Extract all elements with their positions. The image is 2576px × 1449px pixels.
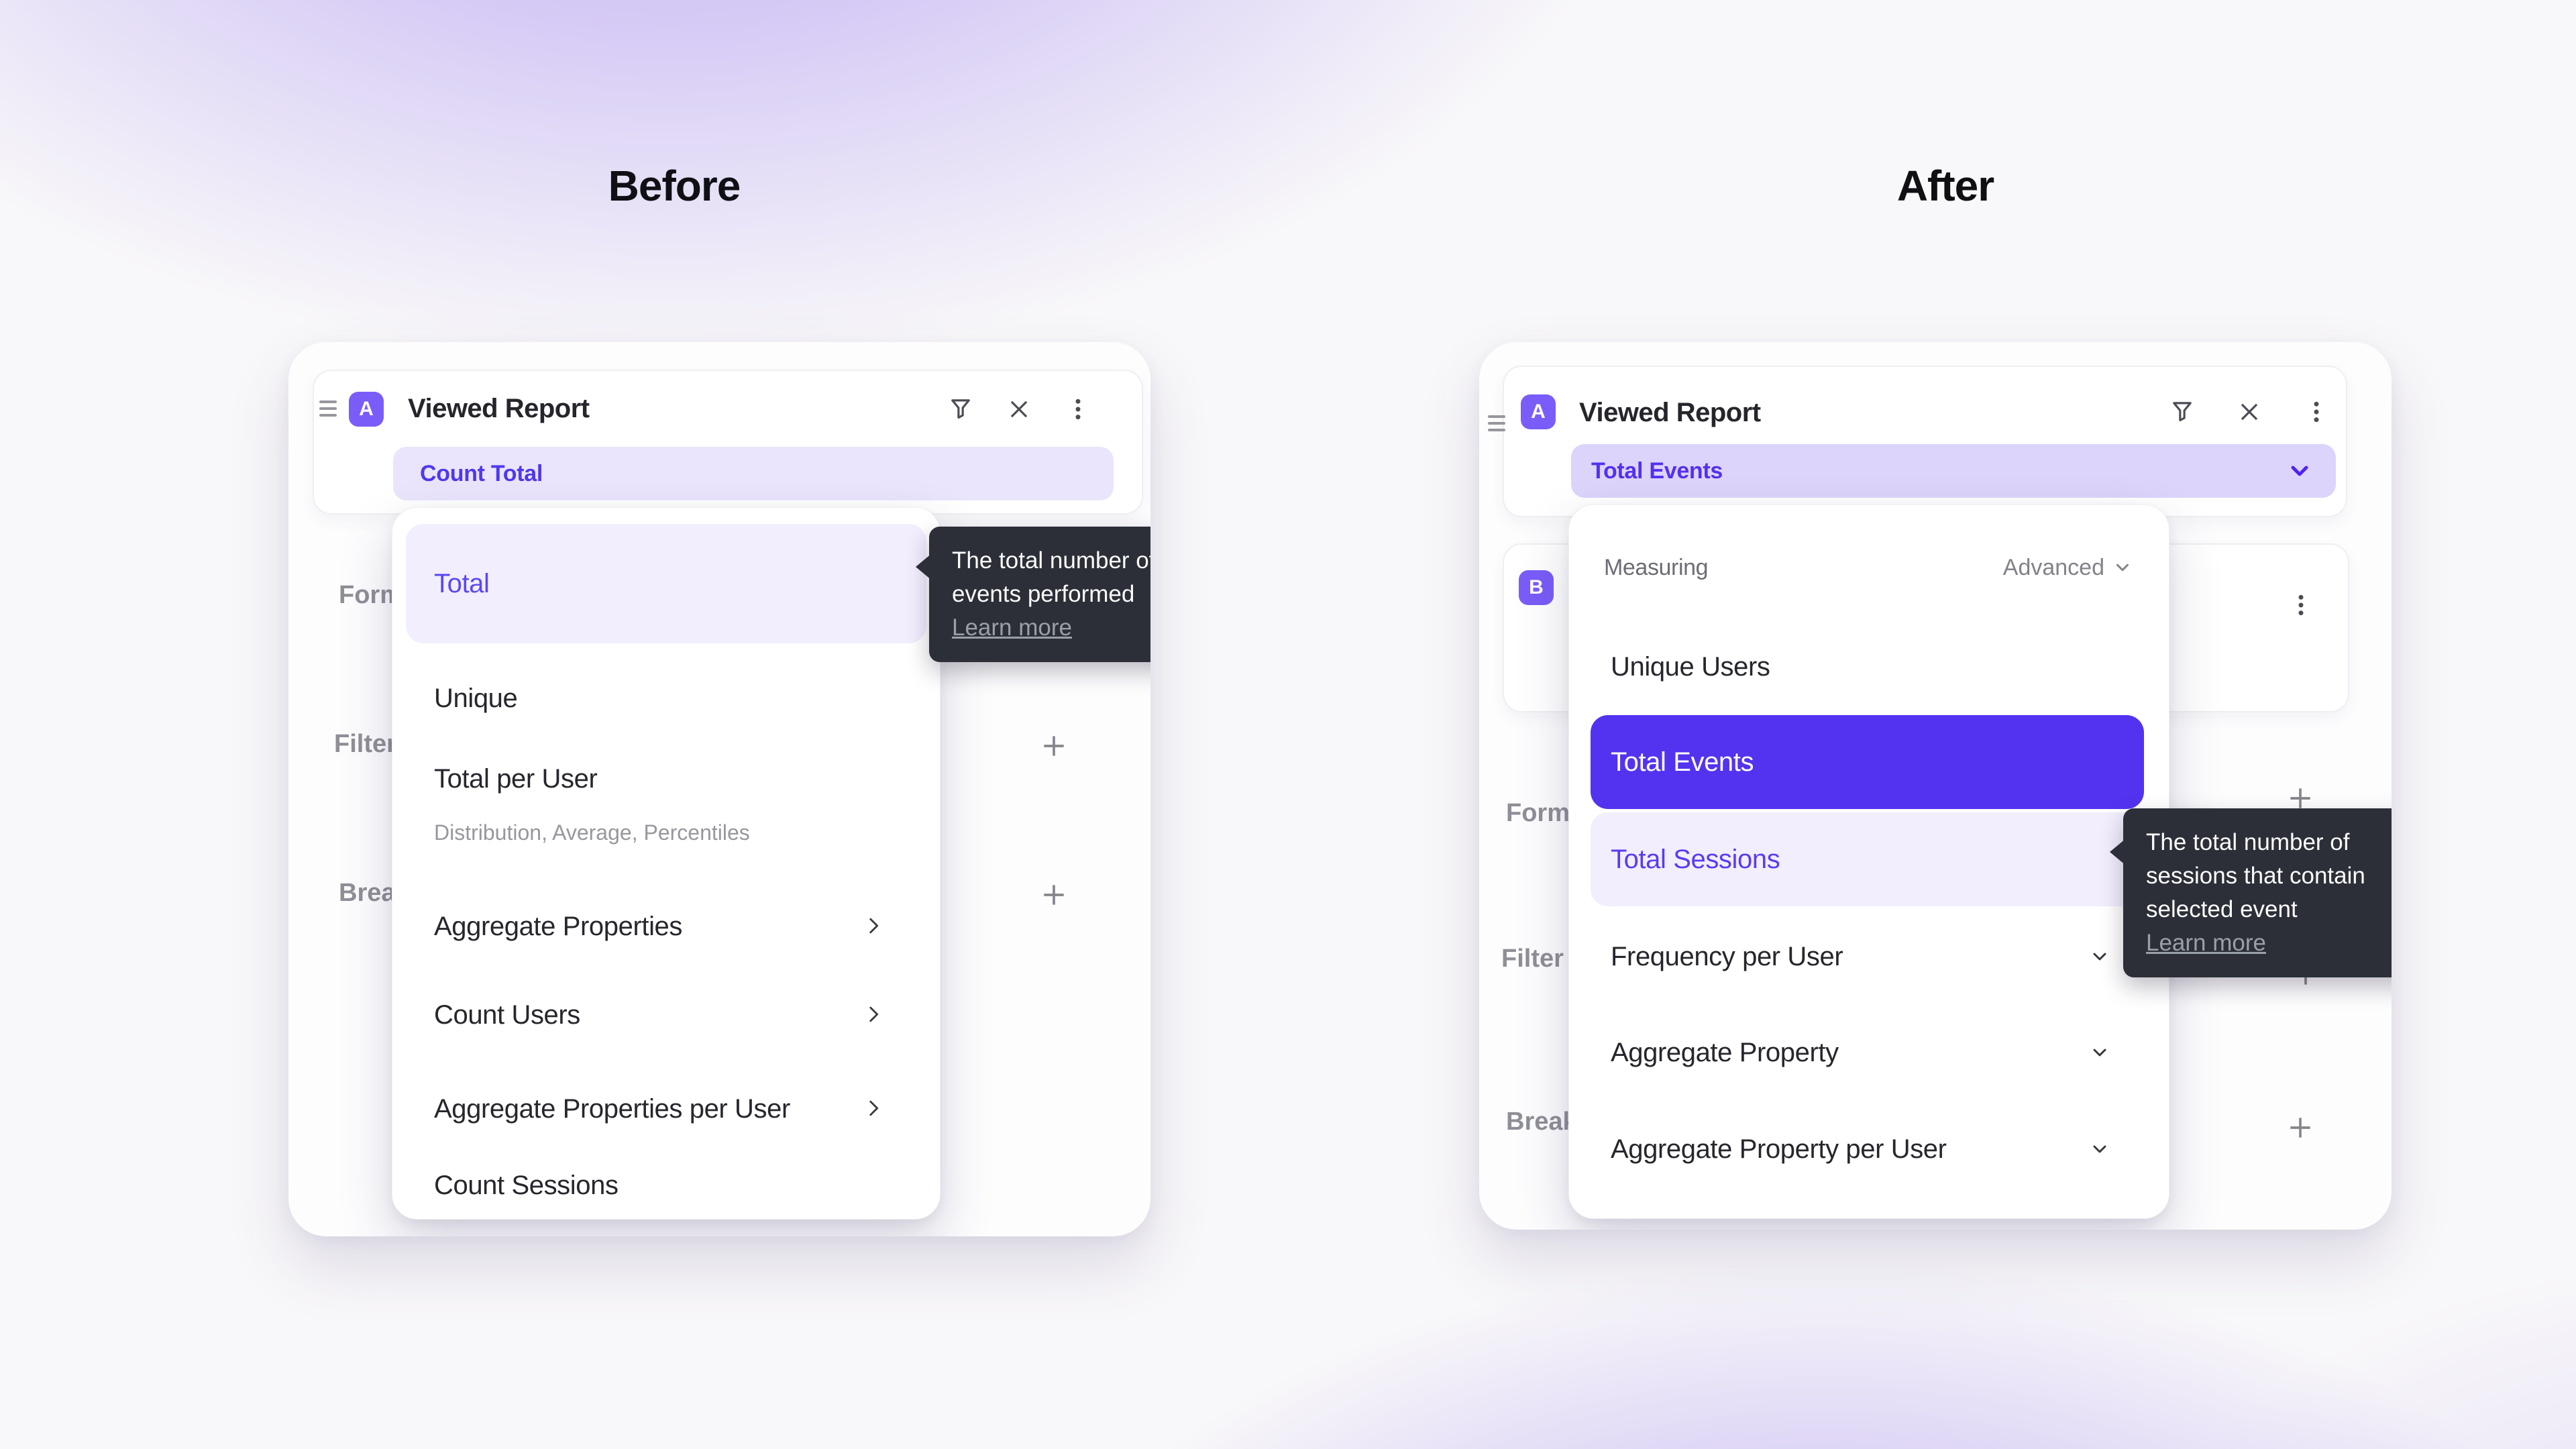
learn-more-link[interactable]: Learn more: [2146, 930, 2266, 956]
before-heading: Before: [608, 162, 741, 210]
total-sessions-tooltip: The total number of sessions that contai…: [2110, 808, 2392, 977]
plus-icon: [2286, 1113, 2315, 1142]
after-heading: After: [1896, 162, 1994, 210]
drag-handle-icon[interactable]: [1488, 415, 1505, 431]
menu-item-count-sessions[interactable]: Count Sessions: [434, 1170, 619, 1200]
event-title: Viewed Report: [1579, 398, 1761, 427]
menu-item-unique-users[interactable]: Unique Users: [1611, 651, 1770, 682]
tooltip-text-line2: events performed: [952, 581, 1135, 607]
total-tooltip: The total number of events performed Lea…: [916, 527, 1150, 662]
event-badge: B: [1519, 570, 1554, 605]
chevron-down-icon: [2286, 458, 2313, 484]
close-icon[interactable]: [1000, 390, 1038, 428]
menu-item-aggregate-property-per-user[interactable]: Aggregate Property per User: [1611, 1134, 1947, 1164]
menu-item-aggregate-properties[interactable]: Aggregate Properties: [434, 911, 683, 941]
menu-item-count-users[interactable]: Count Users: [434, 1000, 580, 1030]
tooltip-text-line1: The total number of: [2146, 829, 2350, 855]
menu-item-total[interactable]: Total: [406, 524, 926, 643]
add-breakdown-button[interactable]: [1039, 880, 1069, 910]
learn-more-link[interactable]: Learn more: [952, 614, 1072, 641]
after-screenshot-card: Formula Filter Breakdown A Viewed Report: [1479, 342, 2392, 1230]
filter-icon[interactable]: [942, 390, 979, 428]
tooltip-text-line1: The total number of: [952, 547, 1150, 574]
chevron-down-icon: [2089, 1138, 2110, 1160]
section-label-filter: Filter: [1501, 945, 1564, 973]
event-badge: A: [1521, 394, 1556, 429]
close-icon[interactable]: [2231, 393, 2268, 431]
event-row-card: A Viewed Report Count Total: [313, 370, 1143, 515]
tooltip-arrow: [2110, 839, 2126, 865]
plus-icon: [1039, 731, 1069, 761]
menu-item-frequency-per-user[interactable]: Frequency per User: [1611, 941, 1843, 971]
filter-icon[interactable]: [2163, 393, 2201, 431]
chevron-right-icon: [862, 914, 885, 937]
measurement-dropdown-menu: Total Unique Total per User Distribution…: [392, 507, 941, 1220]
chevron-right-icon: [862, 1097, 885, 1120]
menu-item-aggregate-properties-per-user[interactable]: Aggregate Properties per User: [434, 1093, 790, 1124]
measurement-pill[interactable]: Total Events: [1571, 444, 2336, 498]
tooltip-arrow: [916, 553, 932, 580]
menu-item-sublabel: Distribution, Average, Percentiles: [434, 820, 750, 845]
add-formula-button[interactable]: [2286, 784, 2315, 813]
tooltip-text-line2: sessions that contain: [2146, 863, 2365, 889]
chevron-down-icon: [2089, 1042, 2110, 1063]
measuring-label: Measuring: [1604, 554, 1709, 580]
measurement-pill-label: Total Events: [1591, 458, 1723, 484]
measurement-pill-label: Count Total: [420, 460, 543, 486]
chevron-down-icon: [2089, 946, 2110, 967]
menu-item-aggregate-property[interactable]: Aggregate Property: [1611, 1037, 1839, 1067]
add-filter-button[interactable]: [1039, 731, 1069, 761]
plus-icon: [2286, 784, 2315, 813]
menu-item-unique[interactable]: Unique: [434, 683, 518, 713]
tooltip-text-line3: selected event: [2146, 896, 2298, 922]
plus-icon: [1039, 880, 1069, 910]
chevron-down-icon: [2112, 557, 2133, 578]
kebab-menu-icon[interactable]: [1059, 390, 1097, 428]
drag-handle-icon[interactable]: [319, 400, 337, 417]
menu-item-label: Total Events: [1611, 747, 1754, 777]
event-badge: A: [349, 392, 384, 427]
kebab-menu-icon[interactable]: [2282, 586, 2320, 624]
menu-item-total-sessions-highlighted[interactable]: Total Sessions: [1591, 812, 2144, 906]
menu-item-label: Total Sessions: [1611, 844, 1780, 874]
menu-item-total-per-user[interactable]: Total per User: [434, 763, 598, 794]
measurement-pill[interactable]: Count Total: [393, 447, 1114, 500]
chevron-right-icon: [862, 1003, 885, 1026]
measuring-dropdown-menu: Measuring Advanced Unique Users Total Ev…: [1568, 504, 2169, 1219]
kebab-menu-icon[interactable]: [2298, 393, 2335, 431]
section-label-filter: Filter: [334, 730, 396, 758]
before-screenshot-card: Formula Filter Breakdown A Viewed Report: [288, 342, 1150, 1236]
event-row-card: A Viewed Report Total Events: [1488, 366, 2347, 517]
menu-item-label: Total: [434, 568, 490, 598]
advanced-mode-selector[interactable]: Advanced: [2003, 551, 2133, 584]
event-title: Viewed Report: [408, 394, 590, 423]
advanced-mode-label: Advanced: [2002, 554, 2104, 580]
menu-item-total-events-selected[interactable]: Total Events: [1591, 715, 2144, 809]
add-breakdown-button[interactable]: [2286, 1113, 2315, 1142]
